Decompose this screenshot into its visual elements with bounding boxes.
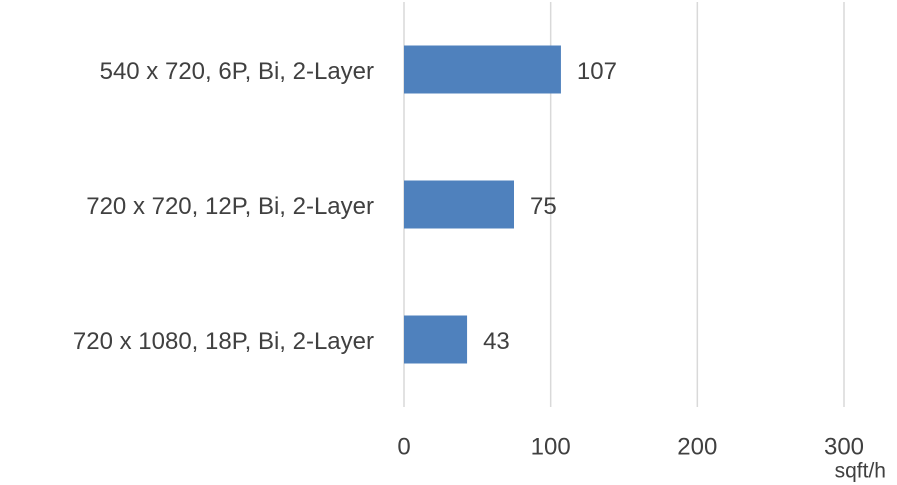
y-tick-label: 720 x 720, 12P, Bi, 2-Layer xyxy=(86,193,374,220)
y-tick-label: 720 x 1080, 18P, Bi, 2-Layer xyxy=(73,328,374,355)
bar xyxy=(404,180,514,229)
y-tick-label: 540 x 720, 6P, Bi, 2-Layer xyxy=(100,58,374,85)
value-label: 75 xyxy=(530,193,557,220)
x-tick-label: 0 xyxy=(397,433,410,460)
value-label: 43 xyxy=(483,328,510,355)
x-tick-label: 300 xyxy=(824,433,864,460)
bar xyxy=(404,45,561,94)
x-axis-label: sqft/h xyxy=(835,460,886,483)
value-label: 107 xyxy=(577,58,617,85)
bar xyxy=(404,315,468,364)
x-tick-label: 200 xyxy=(677,433,717,460)
x-tick-label: 100 xyxy=(531,433,571,460)
